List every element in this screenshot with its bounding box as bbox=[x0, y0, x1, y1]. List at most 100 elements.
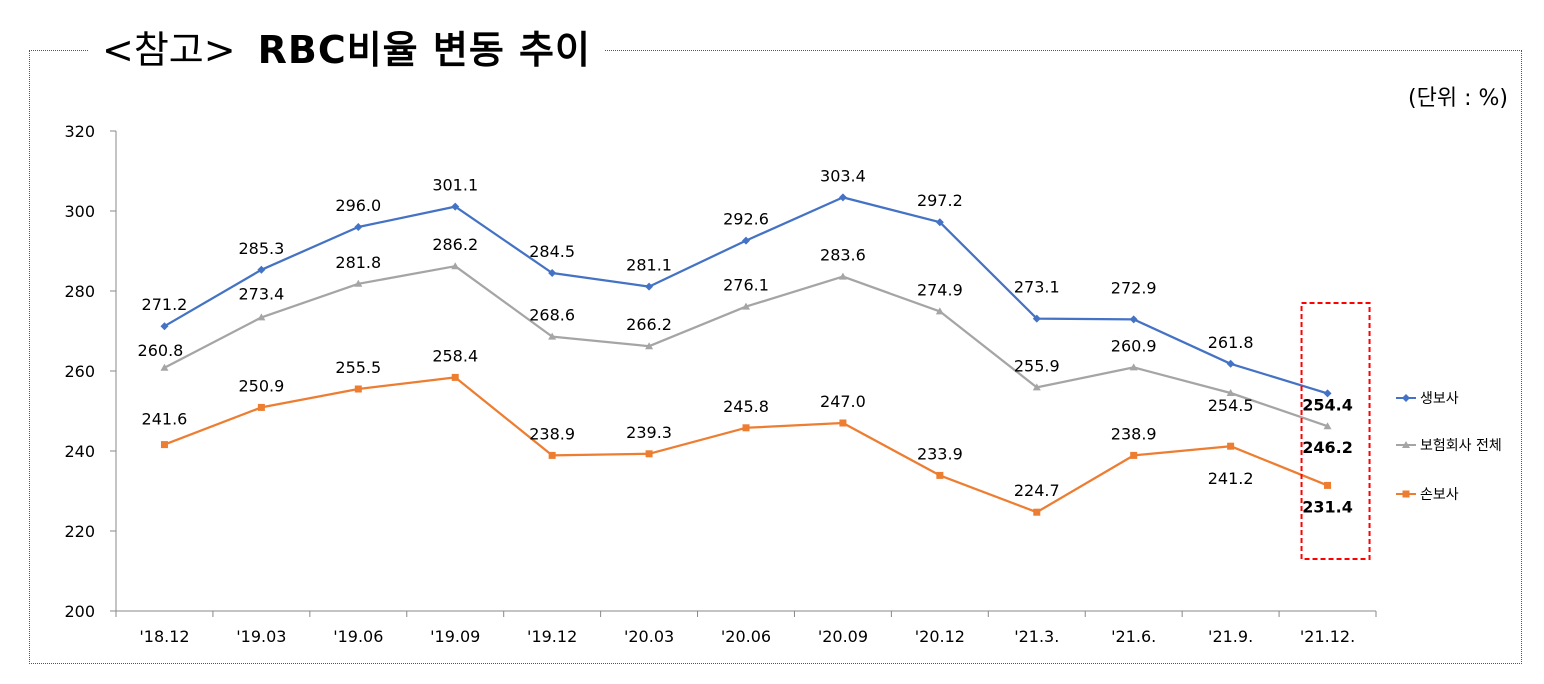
y-tick-label: 300 bbox=[64, 202, 95, 221]
y-tick-label: 240 bbox=[64, 442, 95, 461]
legend-entry: 보험회사 전체 bbox=[1396, 438, 1502, 454]
y-tick-label: 220 bbox=[64, 522, 95, 541]
data-label: 255.5 bbox=[335, 358, 381, 377]
data-point bbox=[742, 424, 750, 432]
series-3: 241.6 250.9 255.5 258.4 238.9 239.3 245.8 247.0… bbox=[142, 346, 1353, 516]
x-tick-label: '21.3. bbox=[1014, 627, 1059, 646]
data-point bbox=[936, 471, 944, 479]
page-title: <참고> RBC비율 변동 추이 bbox=[88, 22, 605, 78]
data-label: 271.2 bbox=[142, 295, 188, 314]
data-point bbox=[1226, 359, 1235, 368]
data-label: 233.9 bbox=[917, 444, 963, 463]
data-point bbox=[1032, 314, 1041, 323]
data-point bbox=[1033, 508, 1041, 516]
data-label: 296.0 bbox=[335, 196, 381, 215]
data-label: 303.4 bbox=[820, 166, 866, 185]
data-point bbox=[645, 342, 654, 350]
data-label: 239.3 bbox=[626, 423, 672, 442]
legend-entry: 생보사 bbox=[1396, 391, 1459, 407]
data-point bbox=[354, 385, 362, 393]
data-label: 258.4 bbox=[432, 346, 478, 365]
data-label: 246.2 bbox=[1302, 438, 1353, 457]
title-main: RBC비율 변동 추이 bbox=[257, 28, 591, 72]
data-label: 281.8 bbox=[335, 253, 381, 272]
data-point bbox=[838, 272, 847, 280]
data-point bbox=[160, 441, 168, 449]
data-point bbox=[1323, 422, 1332, 430]
x-tick-label: '20.12 bbox=[915, 627, 965, 646]
data-point bbox=[451, 262, 460, 270]
data-label: 297.2 bbox=[917, 191, 963, 210]
data-label: 241.2 bbox=[1208, 469, 1254, 488]
data-point bbox=[451, 202, 460, 211]
x-tick-label: '20.09 bbox=[818, 627, 868, 646]
y-tick-label: 280 bbox=[64, 282, 95, 301]
legend-label: 보험회사 전체 bbox=[1420, 438, 1502, 454]
data-point bbox=[1032, 383, 1041, 391]
data-point bbox=[645, 450, 653, 458]
data-label: 301.1 bbox=[432, 176, 478, 195]
data-point bbox=[257, 265, 266, 274]
x-tick-label: '18.12 bbox=[139, 627, 189, 646]
data-label: 254.4 bbox=[1302, 395, 1353, 414]
data-point bbox=[935, 307, 944, 315]
data-label: 260.9 bbox=[1111, 336, 1157, 355]
data-point bbox=[548, 451, 556, 459]
title-prefix: <참고> bbox=[102, 28, 236, 72]
series-2: 260.8 273.4 281.8 286.2 268.6 266.2 276.1 283.6… bbox=[138, 235, 1353, 457]
data-label: 224.7 bbox=[1014, 481, 1060, 500]
data-point bbox=[1129, 363, 1138, 371]
data-point bbox=[548, 332, 557, 340]
data-point bbox=[257, 313, 266, 321]
data-point bbox=[742, 302, 750, 310]
data-label: 261.8 bbox=[1208, 333, 1254, 352]
data-label: 284.5 bbox=[529, 242, 575, 261]
data-label: 255.9 bbox=[1014, 356, 1060, 375]
x-tick-label: '19.09 bbox=[430, 627, 480, 646]
data-point bbox=[1129, 315, 1138, 324]
data-label: 281.1 bbox=[626, 256, 672, 275]
data-label: 283.6 bbox=[820, 246, 866, 265]
unit-label: (단위 : %) bbox=[1408, 86, 1508, 111]
data-label: 250.9 bbox=[238, 376, 284, 395]
data-point bbox=[1227, 442, 1235, 450]
data-point bbox=[160, 322, 169, 331]
data-label: 273.4 bbox=[238, 284, 284, 303]
data-label: 231.4 bbox=[1302, 497, 1353, 516]
data-point bbox=[548, 269, 557, 277]
legend-marker bbox=[1402, 490, 1410, 498]
y-tick-label: 320 bbox=[64, 122, 95, 141]
data-label: 241.6 bbox=[142, 410, 188, 429]
highlight-box bbox=[1300, 302, 1371, 560]
data-label: 273.1 bbox=[1014, 278, 1060, 297]
data-label: 276.1 bbox=[723, 276, 769, 295]
data-point bbox=[742, 236, 750, 245]
data-label: 254.5 bbox=[1208, 396, 1254, 415]
data-point bbox=[257, 403, 265, 411]
series-1: 271.2 285.3 296.0 301.1 284.5 281.1 292.6 303.4… bbox=[142, 166, 1353, 414]
data-label: 268.6 bbox=[529, 306, 575, 325]
data-point bbox=[1324, 481, 1332, 489]
legend-entry: 손보사 bbox=[1396, 487, 1459, 503]
data-point bbox=[1130, 451, 1138, 459]
data-label: 260.8 bbox=[138, 341, 184, 360]
x-tick-label: '19.06 bbox=[333, 627, 383, 646]
data-label: 247.0 bbox=[820, 392, 866, 411]
data-point bbox=[838, 193, 847, 202]
y-tick-label: 260 bbox=[64, 362, 95, 381]
legend-marker bbox=[1402, 441, 1410, 448]
data-point bbox=[935, 218, 944, 227]
chart-frame bbox=[29, 50, 1522, 664]
legend-label: 생보사 bbox=[1420, 391, 1459, 407]
legend-label: 손보사 bbox=[1420, 487, 1459, 503]
data-label: 274.9 bbox=[917, 280, 963, 299]
data-point bbox=[645, 282, 654, 291]
data-point bbox=[1323, 389, 1332, 398]
x-tick-label: '21.9. bbox=[1208, 627, 1253, 646]
x-tick-label: '20.06 bbox=[721, 627, 771, 646]
data-point bbox=[451, 373, 459, 381]
data-point bbox=[1226, 389, 1235, 396]
x-tick-label: '21.6. bbox=[1111, 627, 1156, 646]
data-point bbox=[839, 419, 847, 427]
data-label: 292.6 bbox=[723, 210, 769, 229]
